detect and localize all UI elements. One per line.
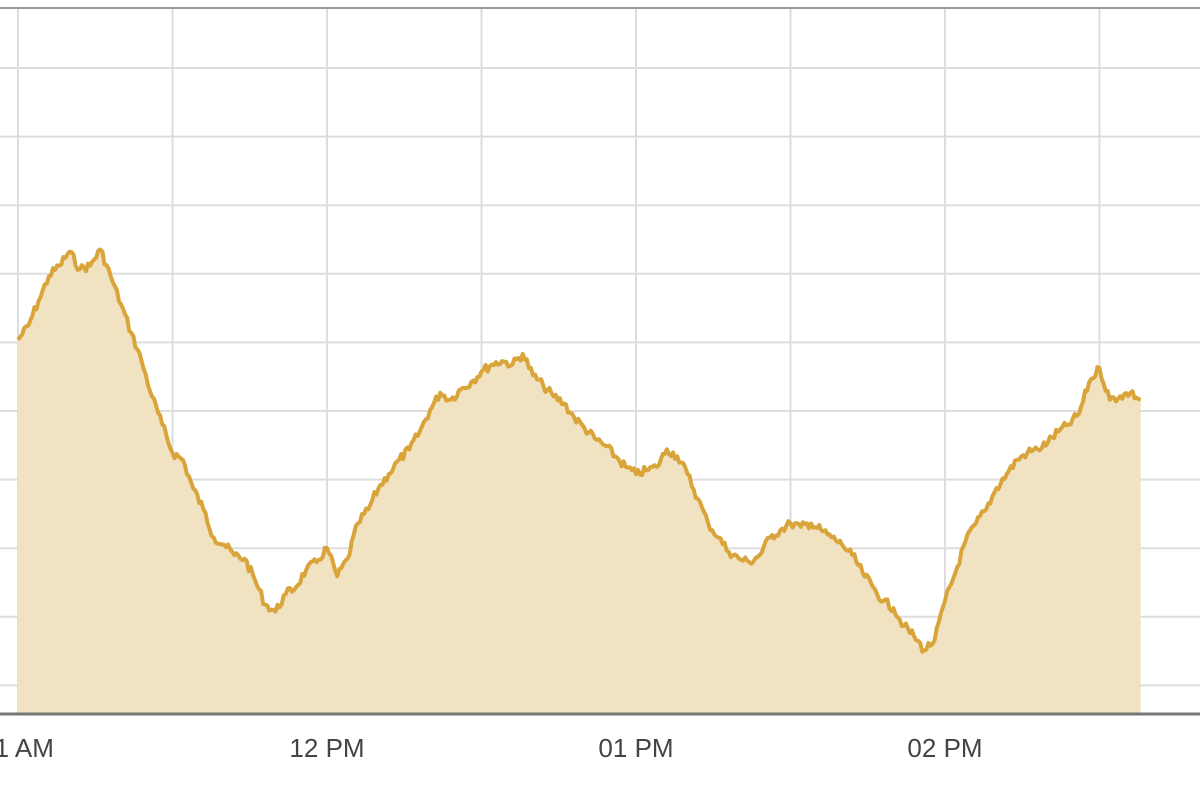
x-tick-label: 11 AM [0, 733, 54, 763]
series-area-fill [18, 249, 1141, 714]
series-line [16, 247, 1142, 654]
x-tick-label: 12 PM [289, 733, 364, 763]
x-axis-ticks: 11 AM 12 PM 01 PM 02 PM [0, 733, 983, 763]
x-tick-label: 01 PM [598, 733, 673, 763]
x-tick-label: 02 PM [907, 733, 982, 763]
